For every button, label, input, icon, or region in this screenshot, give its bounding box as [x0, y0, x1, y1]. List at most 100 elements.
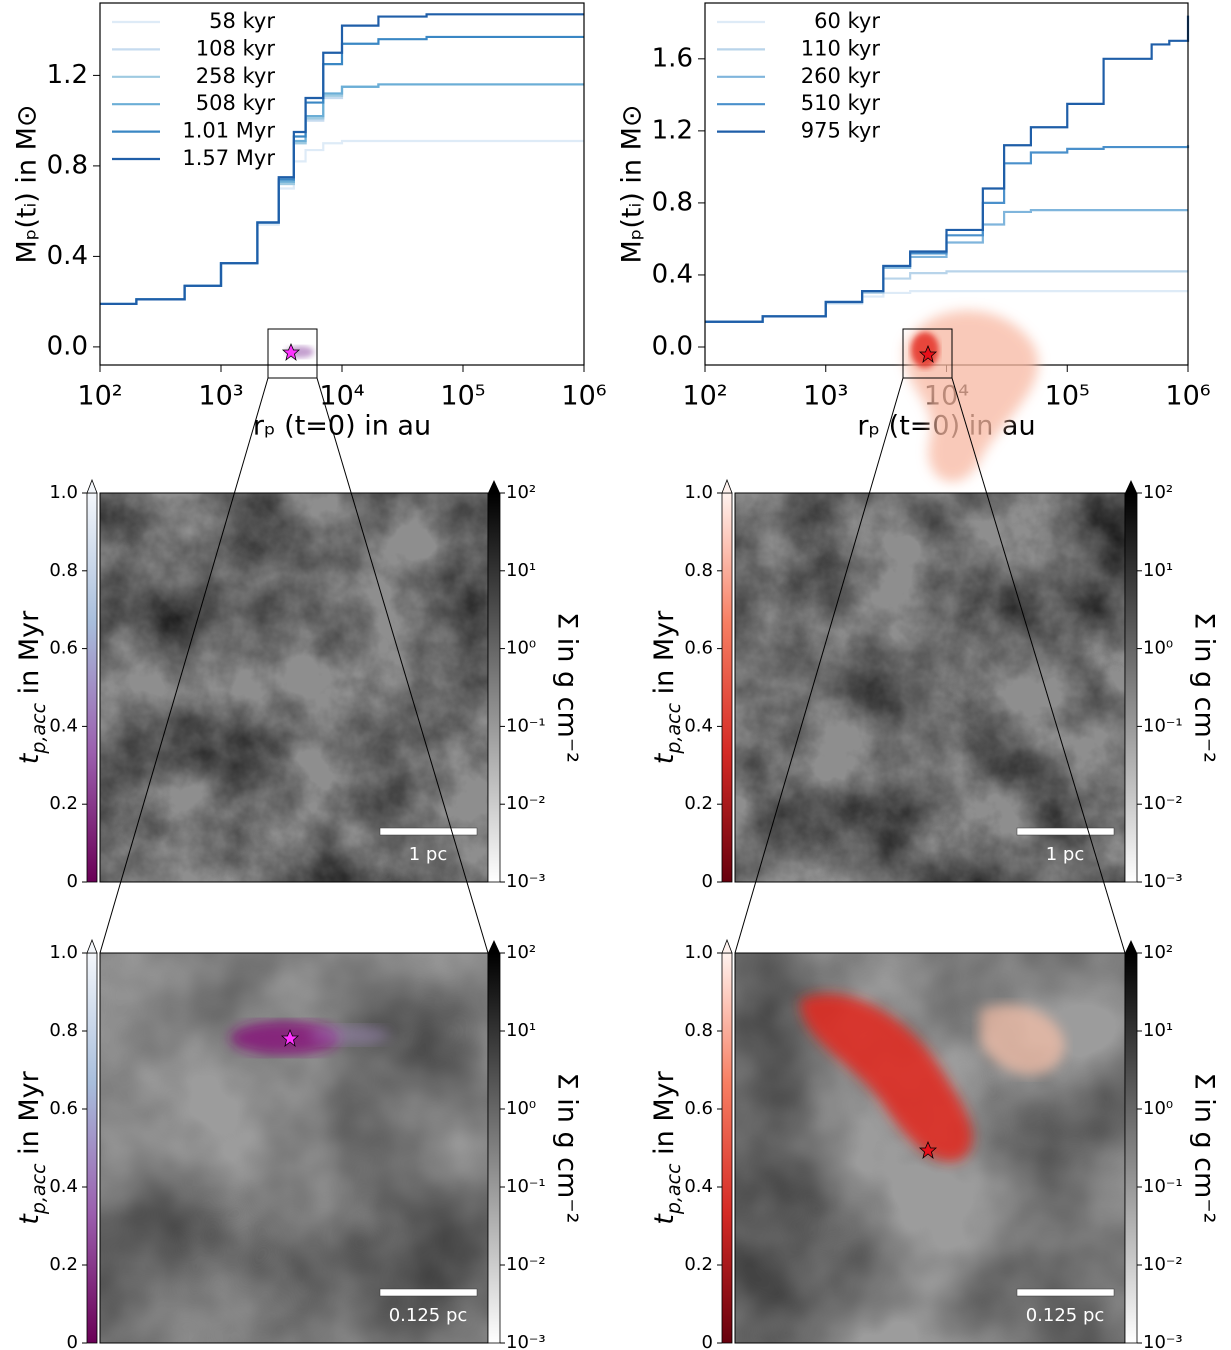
- cbar-tick-label: 1.0: [49, 942, 78, 963]
- cbar-label-rest: in Myr: [649, 610, 680, 703]
- map-image: [735, 310, 1125, 882]
- x-tick-label: 10³: [198, 381, 243, 412]
- zoom-indicators: [99, 328, 1126, 954]
- cbar-tick-label: 0.4: [684, 715, 713, 736]
- cbar-tick-label: 0.4: [49, 715, 78, 736]
- colorbar-extend: [86, 938, 98, 954]
- sink-marker: [280, 1028, 300, 1048]
- data-line: [100, 13, 584, 306]
- cbar-label-rest: in Myr: [14, 610, 45, 703]
- legend-label: 108 kyr: [196, 36, 276, 60]
- sigma-colorbar: [487, 952, 501, 1344]
- sigma-label: Σ in g cm⁻²: [552, 612, 583, 763]
- legend-label: 975 kyr: [801, 119, 881, 143]
- cbar-tick-label: 1.0: [684, 942, 713, 963]
- sigma-label: Σ in g cm⁻²: [1189, 612, 1220, 763]
- x-tick-label: 10⁵: [1045, 381, 1090, 412]
- sigma-tick-label: 10⁻²: [506, 793, 546, 814]
- map-image: [100, 342, 488, 882]
- map-texture: [735, 493, 1125, 882]
- cbar-label: tp,acc in Myr: [14, 610, 50, 764]
- accretion-region: [980, 1004, 1065, 1075]
- data-line: [100, 83, 584, 306]
- cbar-tick-label: 0.8: [49, 1020, 78, 1041]
- colorbar-extend: [1125, 480, 1137, 493]
- cbar-tick-label: 0.6: [684, 1098, 713, 1119]
- legend-label: 60 kyr: [814, 9, 880, 33]
- cbar-label-main: t: [649, 1213, 680, 1225]
- cbar-tick-label: 0.6: [49, 638, 78, 659]
- time-colorbar: [86, 492, 98, 883]
- sigma-label: Σ in g cm⁻²: [1189, 1073, 1220, 1224]
- y-tick-label: 1.2: [652, 115, 693, 145]
- legend-label: 1.01 Myr: [182, 119, 275, 143]
- y-tick-label: 0.0: [652, 331, 693, 361]
- scale-bar: [1016, 1288, 1115, 1297]
- y-tick-label: 0.8: [47, 150, 88, 180]
- sigma-tick-label: 10¹: [1143, 560, 1173, 581]
- sink-marker: [918, 1140, 938, 1160]
- sigma-tick-label: 10⁻¹: [1143, 715, 1183, 736]
- sigma-tick-label: 10⁻¹: [1143, 1176, 1183, 1197]
- sigma-tick-label: 10²: [1143, 942, 1173, 963]
- colorbar-extend: [488, 940, 500, 953]
- sigma-tick-label: 10⁰: [1143, 1098, 1173, 1119]
- sigma-colorbar: [1124, 952, 1138, 1344]
- time-colorbar: [721, 492, 733, 883]
- y-tick-label: 0.8: [652, 187, 693, 217]
- cbar-label-sub: p,acc: [663, 702, 685, 754]
- sigma-tick-label: 10⁻³: [1143, 1332, 1183, 1350]
- colorbar-extend: [488, 480, 500, 493]
- cbar-tick-label: 0: [67, 871, 78, 892]
- cbar-label-sub: p,acc: [663, 1163, 685, 1215]
- legend-label: 260 kyr: [801, 64, 881, 88]
- sink-marker: [918, 344, 938, 364]
- sigma-tick-label: 10¹: [1143, 1020, 1173, 1041]
- cbar-tick-label: 0.2: [49, 1254, 78, 1275]
- y-tick-label: 1.6: [652, 43, 693, 73]
- x-tick-label: 10⁶: [1165, 381, 1210, 412]
- sigma-tick-label: 10⁰: [506, 638, 536, 659]
- y-tick-label: 0.4: [47, 241, 88, 271]
- map-texture: [100, 953, 488, 1343]
- x-tick-label: 10²: [77, 381, 122, 412]
- scale-bar-label: 0.125 pc: [1026, 1305, 1105, 1326]
- sigma-tick-label: 10²: [506, 942, 536, 963]
- x-axis-label: rₚ (t=0) in au: [253, 411, 431, 442]
- data-line: [100, 139, 584, 306]
- sigma-tick-label: 10⁰: [1143, 638, 1173, 659]
- zoom-box: [902, 328, 953, 379]
- scale-bar: [379, 827, 478, 836]
- map-texture: [100, 493, 488, 882]
- zoom-box: [267, 328, 318, 379]
- cbar-tick-label: 0.4: [49, 1176, 78, 1197]
- y-tick-label: 0.4: [652, 259, 693, 289]
- cbar-tick-label: 0.2: [49, 793, 78, 814]
- cbar-tick-label: 1.0: [49, 482, 78, 503]
- cbar-tick-label: 0.6: [684, 638, 713, 659]
- sigma-tick-label: 10⁰: [506, 1098, 536, 1119]
- legend-label: 258 kyr: [196, 64, 276, 88]
- sigma-tick-label: 10⁻¹: [506, 715, 546, 736]
- legend-label: 508 kyr: [196, 91, 276, 115]
- sigma-tick-label: 10⁻³: [506, 871, 546, 892]
- colorbar-extend: [721, 478, 733, 494]
- legend-label: 58 kyr: [209, 9, 275, 33]
- cbar-tick-label: 0.2: [684, 793, 713, 814]
- x-tick-label: 10²: [682, 381, 727, 412]
- cbar-label-main: t: [649, 752, 680, 764]
- cbar-tick-label: 0.2: [684, 1254, 713, 1275]
- data-line: [100, 83, 584, 306]
- sigma-label: Σ in g cm⁻²: [552, 1073, 583, 1224]
- map-image: [100, 953, 488, 1343]
- scale-bar-label: 1 pc: [1046, 844, 1085, 865]
- sigma-colorbar: [1124, 492, 1138, 883]
- cbar-tick-label: 1.0: [684, 482, 713, 503]
- cbar-tick-label: 0: [67, 1332, 78, 1350]
- x-tick-label: 10³: [803, 381, 848, 412]
- cbar-tick-label: 0: [702, 871, 713, 892]
- y-tick-label: 1.2: [47, 60, 88, 90]
- accretion-region: [310, 1025, 390, 1045]
- x-tick-label: 10⁵: [440, 381, 485, 412]
